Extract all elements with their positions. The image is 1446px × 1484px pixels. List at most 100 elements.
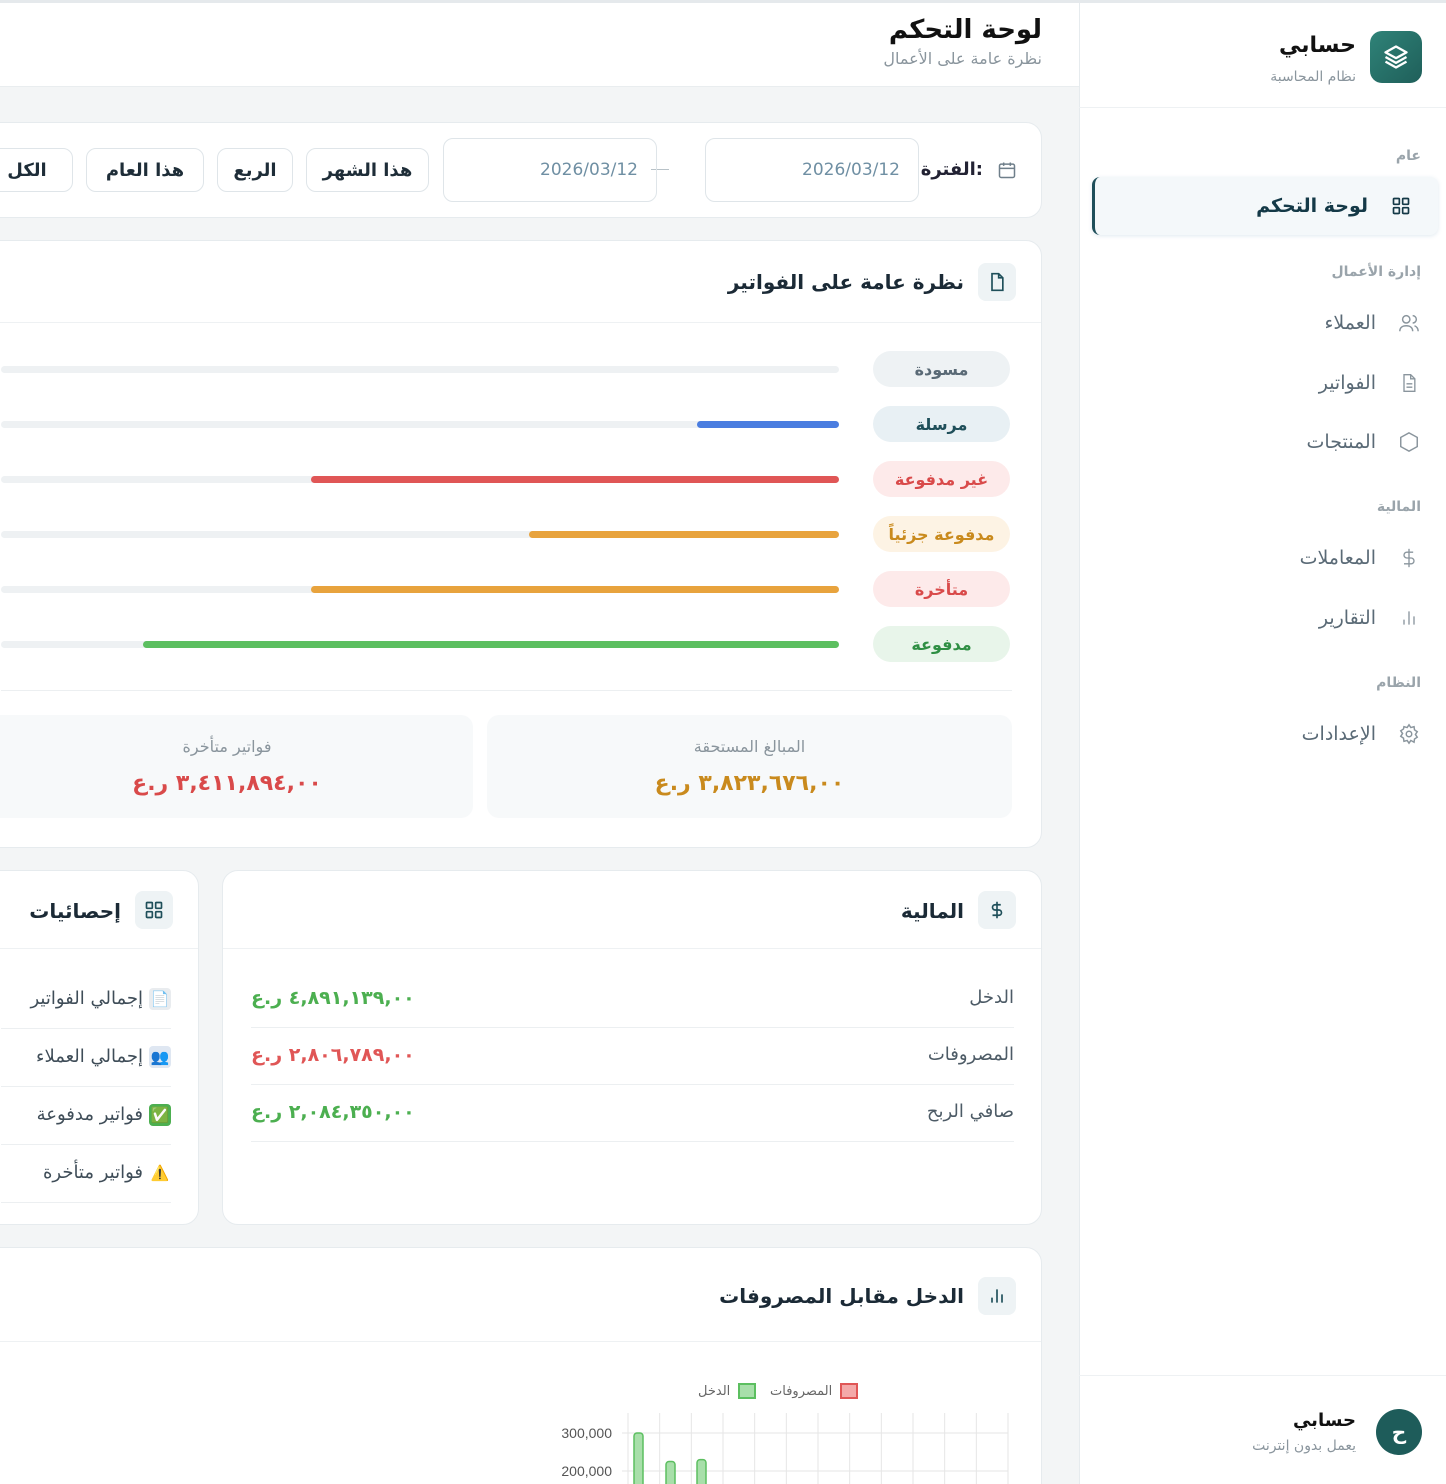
gear-icon: [1396, 721, 1422, 747]
stat-row: 👥 إجمالي العملاء: [1, 1029, 171, 1087]
grid-icon: [1388, 193, 1414, 219]
dollar-icon: [978, 891, 1016, 929]
sidebar-item-settings[interactable]: الإعدادات: [1122, 712, 1422, 756]
chip-this-year[interactable]: هذا العام: [86, 148, 204, 192]
file-icon: [978, 263, 1016, 301]
finance-card: المالية الدخل ٤,٨٩١,١٣٩,٠٠ ر.ع المصروفات ٢,…: [222, 870, 1042, 1225]
card-header: المالية: [223, 871, 1041, 949]
page-header: لوحة التحكم نظرة عامة على الأعمال: [0, 3, 1079, 87]
stat-row: ⚠️ فواتير متأخرة: [1, 1145, 171, 1203]
sidebar-item-reports[interactable]: التقارير: [1122, 596, 1422, 640]
income-bar[interactable]: [665, 1460, 676, 1484]
card-header: الدخل مقابل المصروفات: [0, 1248, 1041, 1342]
status-bar-track: [1, 476, 839, 483]
stat-row-label: ⚠️ فواتير متأخرة: [43, 1162, 171, 1184]
status-pill: مدفوعة جزئياً: [873, 516, 1010, 552]
chip-all[interactable]: الكل: [0, 148, 73, 192]
status-pill: مرسلة: [873, 406, 1010, 442]
chip-quarter[interactable]: الربع: [217, 148, 293, 192]
sidebar-item-products[interactable]: المنتجات: [1122, 420, 1422, 464]
stats-list: 📄إجمالي الفواتير 👥 إجمالي العملاء ✅ فواتير م…: [1, 871, 181, 1224]
card-header: إحصائيات: [0, 871, 198, 949]
stat-row-label: 📄إجمالي الفواتير: [30, 988, 171, 1010]
hexagon-icon: [1396, 429, 1422, 455]
brand-title: حسابي: [1278, 33, 1356, 58]
finance-row: صافي الربح ٢,٠٨٤,٣٥٠,٠٠ ر.ع: [251, 1085, 1014, 1142]
finance-row-value: ٢,٨٠٦,٧٨٩,٠٠ ر.ع: [251, 1044, 415, 1066]
sidebar-item-invoices[interactable]: الفواتير: [1122, 361, 1422, 405]
legend-income[interactable]: الدخل: [698, 1383, 757, 1399]
nav-section-system: النظام: [1376, 675, 1421, 691]
file-text-icon: [1396, 370, 1422, 396]
y-tick-label: 200,000: [561, 1463, 612, 1479]
grid-icon: [135, 891, 173, 929]
legend-swatch: [738, 1383, 757, 1399]
stat-text: إجمالي الفواتير: [30, 988, 144, 1009]
bar-chart-icon: [978, 1277, 1016, 1315]
legend-swatch: [840, 1383, 859, 1399]
income-bar[interactable]: [696, 1458, 707, 1484]
due-amount-value: ٣,٨٢٣,٦٧٦,٠٠ ر.ع: [654, 771, 845, 796]
invoices-overview-card: نظرة عامة على الفواتير مسودة مرسلة غير مدف…: [0, 240, 1042, 848]
status-pill: غير مدفوعة: [873, 461, 1010, 497]
stat-text: إجمالي العملاء: [35, 1046, 143, 1067]
legend-label: المصروفات: [770, 1383, 833, 1399]
status-pill: مسودة: [873, 351, 1010, 387]
period-label: الفترة:: [920, 159, 983, 180]
income-bar[interactable]: [633, 1432, 644, 1484]
sidebar-item-dashboard[interactable]: لوحة التحكم: [1092, 177, 1438, 235]
status-bar-fill: [311, 586, 839, 593]
sidebar-item-label: المنتجات: [1306, 431, 1376, 453]
sidebar-item-label: لوحة التحكم: [1256, 195, 1368, 217]
brand: حسابي نظام المحاسبة: [1079, 3, 1446, 108]
finance-row-label: صافي الربح: [926, 1101, 1014, 1122]
stat-emoji-icon: 👥: [149, 1046, 171, 1068]
legend-expenses[interactable]: المصروفات: [770, 1383, 859, 1399]
status-pill: مدفوعة: [873, 626, 1010, 662]
finance-row-value: ٢,٠٨٤,٣٥٠,٠٠ ر.ع: [251, 1101, 415, 1123]
status-bar-fill: [311, 476, 839, 483]
status-bar-fill: [143, 641, 839, 648]
status-bar-track: [1, 586, 839, 593]
finance-row: المصروفات ٢,٨٠٦,٧٨٩,٠٠ ر.ع: [251, 1028, 1014, 1085]
overdue-amount-value: ٣,٤١١,٨٩٤,٠٠ ر.ع: [132, 771, 322, 796]
card-title: إحصائيات: [29, 899, 121, 923]
footer-status: يعمل بدون إنترنت: [1252, 1438, 1356, 1454]
stats-card: إحصائيات 📄إجمالي الفواتير 👥 إجمالي العملاء…: [0, 870, 199, 1225]
sidebar-item-label: الإعدادات: [1301, 723, 1376, 745]
stat-text: فواتير متأخرة: [42, 1162, 143, 1183]
users-icon: [1396, 310, 1422, 336]
sidebar-item-customers[interactable]: العملاء: [1122, 301, 1422, 345]
stat-text: فواتير مدفوعة: [36, 1104, 143, 1125]
divider: [1, 690, 1012, 691]
due-amount-box: المبالغ المستحقة ٣,٨٢٣,٦٧٦,٠٠ ر.ع: [487, 715, 1012, 818]
status-bar-track: [1, 531, 839, 538]
dollar-icon: [1396, 545, 1422, 571]
status-bar-fill: [696, 421, 839, 428]
sidebar-item-label: التقارير: [1318, 607, 1376, 629]
status-bar-track: [1, 641, 839, 648]
sidebar-footer: ح حسابي يعمل بدون إنترنت: [1079, 1375, 1446, 1484]
date-range-separator: [651, 169, 669, 170]
avatar[interactable]: ح: [1376, 1409, 1422, 1455]
chip-this-month[interactable]: هذا الشهر: [306, 148, 429, 192]
calendar-icon: [997, 160, 1017, 184]
layers-icon: [1370, 31, 1422, 83]
stat-row-label: 👥 إجمالي العملاء: [36, 1046, 171, 1068]
finance-row-value: ٤,٨٩١,١٣٩,٠٠ ر.ع: [251, 987, 415, 1009]
date-from-input[interactable]: 2026/03/12: [705, 138, 919, 202]
brand-subtitle: نظام المحاسبة: [1270, 69, 1356, 85]
period-filter-bar: الفترة: 2026/03/12 2026/03/12 هذا الشهر …: [0, 122, 1042, 218]
sidebar-item-label: الفواتير: [1318, 372, 1376, 394]
nav-section-finance: المالية: [1376, 499, 1421, 515]
stat-emoji-icon: ⚠️: [150, 1164, 170, 1182]
stat-row: ✅ فواتير مدفوعة: [1, 1087, 171, 1145]
bar-chart-icon: [1396, 605, 1422, 631]
sidebar-item-transactions[interactable]: المعاملات: [1122, 536, 1422, 580]
card-title: الدخل مقابل المصروفات: [719, 1284, 964, 1308]
sidebar-item-label: المعاملات: [1299, 547, 1376, 569]
card-title: نظرة عامة على الفواتير: [727, 270, 964, 294]
income-expenses-card: الدخل مقابل المصروفات: [0, 1247, 1042, 1484]
due-amount-label: المبالغ المستحقة: [693, 737, 806, 756]
date-to-input[interactable]: 2026/03/12: [443, 138, 657, 202]
